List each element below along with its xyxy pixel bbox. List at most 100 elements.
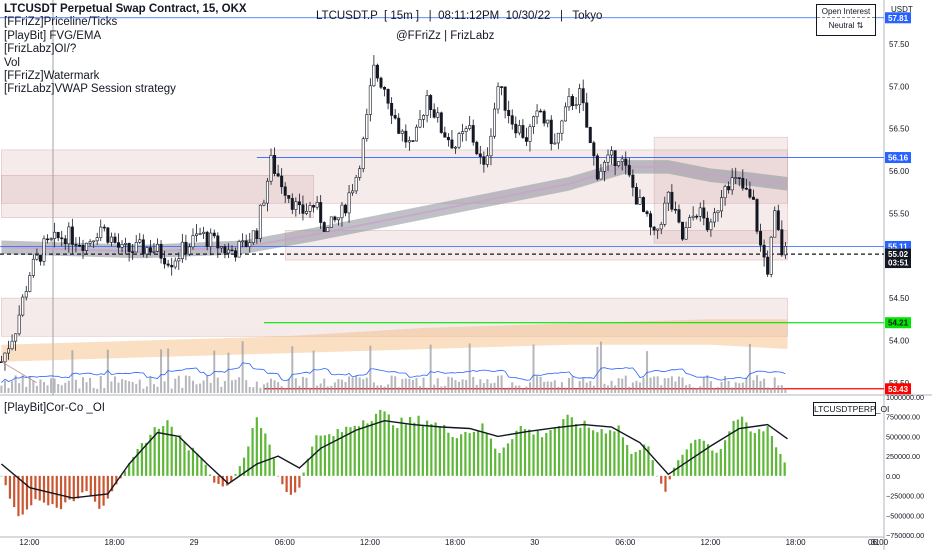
indicator-label[interactable]: [FFriZz]Watermark (4, 70, 100, 83)
volume-bar (507, 387, 510, 393)
candle-body (223, 246, 227, 254)
oi-histogram-bar (208, 474, 212, 476)
oi-histogram-bar (715, 452, 718, 476)
volume-bar (624, 375, 627, 393)
candle-body (659, 224, 663, 230)
oi-histogram-bar (93, 475, 97, 502)
candle-body (567, 96, 571, 108)
candle-body (195, 233, 199, 236)
fvg-zone (653, 136, 788, 244)
volume-bar (78, 388, 81, 393)
candle-body (226, 249, 230, 254)
volume-bar (305, 377, 308, 393)
price-axis-label-bg (885, 152, 911, 164)
price-tick-label: 57.50 (889, 40, 910, 49)
candle-body (255, 230, 259, 239)
oi-histogram-bar (706, 444, 710, 476)
oi-histogram-bar (357, 426, 361, 476)
volume-bar (713, 387, 716, 393)
volume-bar (546, 381, 549, 393)
symbol-title[interactable]: LTCUSDT Perpetual Swap Contract, 15, OKX (4, 3, 247, 15)
volume-bar (32, 380, 35, 393)
oi-histogram-bar (494, 448, 497, 476)
oi-histogram-bar (562, 419, 565, 476)
oi-histogram-bar (745, 422, 748, 476)
fvg-zone (1, 297, 788, 337)
volume-bar (550, 381, 553, 393)
volume-bar (383, 386, 386, 393)
volume-bar (649, 377, 652, 393)
candle-body (556, 132, 560, 144)
candle-body (521, 125, 525, 138)
candle-body (322, 222, 326, 232)
candle-body (485, 155, 489, 165)
volume-bar (450, 377, 453, 393)
oi-histogram-bar (438, 426, 441, 476)
volume-bar (663, 378, 666, 393)
indicator-label[interactable]: [FrizLabz]OI/? (4, 43, 77, 56)
candle-body (383, 87, 387, 90)
oi-histogram-bar (566, 414, 569, 476)
indicator-label[interactable]: [PlayBit] FVG/EMA (4, 29, 102, 42)
oi-histogram-bar (157, 428, 161, 476)
candle-body (673, 208, 677, 211)
candle-body (606, 154, 610, 163)
volume-bar (298, 385, 301, 393)
volume-bar (74, 379, 77, 393)
volume-bar (592, 385, 595, 393)
candle-body (116, 242, 120, 248)
indicator-label[interactable]: Vol (4, 56, 20, 69)
oi-histogram-bar (455, 438, 458, 476)
oi-histogram-bar (221, 475, 224, 487)
volume-bar (695, 388, 698, 393)
candle-body (312, 205, 316, 208)
indicator-label[interactable]: [FFriZz]Priceline/Ticks (4, 16, 118, 29)
volume-bar (773, 377, 776, 393)
volume-bar (482, 383, 485, 393)
candle-body (173, 260, 177, 268)
oi-histogram-bar (217, 475, 220, 484)
volume-bar (92, 387, 95, 393)
oi-histogram-bar (289, 475, 292, 495)
candle-body (336, 217, 340, 221)
volume-bar (748, 343, 751, 393)
volume-bar (181, 387, 184, 393)
candle-body (315, 202, 319, 208)
volume-bar (582, 378, 585, 393)
volume-bar (142, 388, 145, 393)
volume-bar (71, 350, 74, 393)
candle-body (109, 236, 113, 243)
oi-histogram-bar (149, 434, 152, 476)
volume-bar (230, 380, 233, 393)
oi-histogram-bar (762, 431, 765, 476)
time-tick-label: 31 (871, 538, 880, 547)
candle-body (780, 229, 784, 256)
candle-body (503, 86, 507, 111)
oi-histogram-bar (204, 464, 207, 476)
oi-histogram-bar (4, 475, 7, 486)
volume-bar (355, 376, 358, 393)
volume-bar (209, 382, 212, 393)
oi-histogram-bar (242, 457, 246, 476)
oi-histogram-bar (540, 437, 544, 476)
candle-body (429, 95, 433, 110)
candle-body (592, 142, 596, 157)
volume-bar (160, 349, 163, 393)
time-tick-label: 12:00 (19, 538, 40, 547)
volume-bar (681, 377, 684, 393)
volume-bar (241, 341, 244, 393)
volume-bar (270, 378, 273, 393)
volume-bar (656, 376, 659, 393)
volume-bar (3, 380, 6, 393)
indicator-label[interactable]: [FrizLabz]VWAP Session strategy (4, 83, 176, 96)
candle-body (457, 133, 461, 148)
candle-body (237, 241, 241, 258)
candle-body (698, 207, 702, 217)
price-tick-label: 54.00 (889, 336, 910, 345)
candle-body (638, 197, 642, 205)
oi-histogram-bar (498, 453, 501, 476)
indicator-symbol-box: LTCUSDTPERP_OI (813, 402, 890, 416)
indicator-pane-title[interactable]: [PlayBit]Cor-Co _OI (4, 402, 105, 414)
oi-histogram-bar (753, 433, 756, 476)
